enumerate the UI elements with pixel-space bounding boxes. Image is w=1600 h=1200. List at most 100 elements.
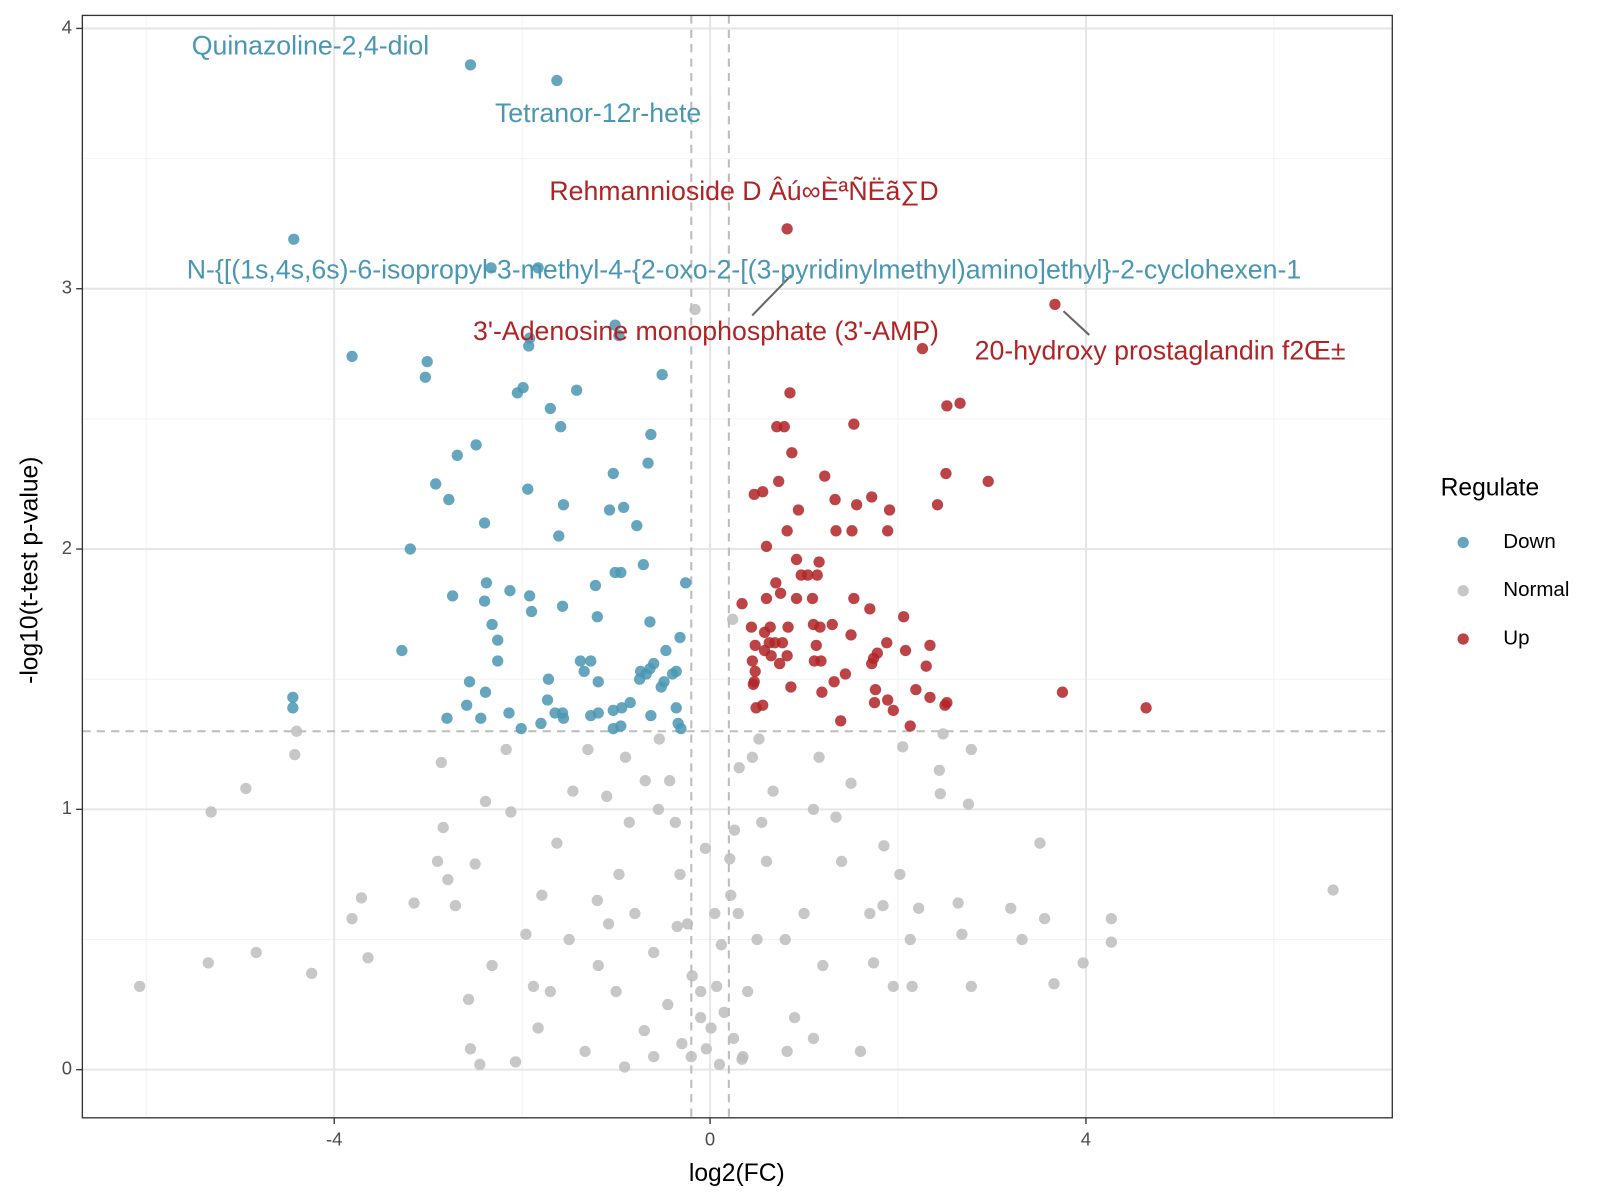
point [591,611,603,623]
y-tick-label: 0 [62,1058,72,1079]
point [478,595,491,607]
point [733,762,745,774]
point [570,384,583,396]
point [965,980,977,993]
point [813,751,825,763]
point [624,696,636,709]
legend-title: Regulate [1441,475,1540,502]
point [924,639,936,652]
grid [82,15,1393,1118]
point [881,637,893,649]
point [676,1037,688,1050]
point [662,998,674,1011]
legend-swatch [1457,536,1469,549]
point [829,493,841,506]
point [727,1032,740,1045]
point [778,421,790,433]
point [686,970,698,982]
point [982,475,994,488]
point [736,598,748,610]
point [592,959,604,972]
point [814,621,826,633]
point [813,556,825,568]
point [904,720,916,732]
point [503,707,515,719]
x-tick-label: 4 [1081,1128,1091,1149]
point [669,816,681,829]
point [933,764,946,776]
point [544,402,556,415]
point [479,686,492,698]
point [939,699,951,711]
point [711,980,723,993]
point [746,751,759,763]
point [725,889,737,901]
point [461,699,473,711]
point [815,655,827,667]
point [788,1011,801,1024]
point [419,371,432,383]
y-tick-label: 3 [62,277,72,298]
point [629,907,641,920]
point [535,717,547,730]
point [617,501,630,514]
point [883,504,896,516]
point [202,957,214,969]
point [287,702,299,714]
point [751,933,763,946]
point [695,1011,707,1024]
point [462,993,475,1006]
y-tick-label: 4 [62,16,72,37]
point [421,355,433,368]
point [899,644,912,657]
point [553,530,565,542]
point [866,491,878,503]
point [898,611,910,623]
point [451,449,463,461]
y-axis-title: -log10(t-test p-value) [17,457,44,684]
point [887,704,899,717]
point [864,907,876,920]
point [1034,837,1046,849]
point [610,985,622,998]
point [638,1024,650,1037]
point [431,855,444,868]
point [934,788,946,800]
point [603,504,616,516]
point [1056,686,1069,698]
point [724,853,736,865]
point [464,59,477,71]
annotation: Tetranor-12r-hete [495,98,701,128]
point [523,340,535,352]
point [542,673,555,685]
point [362,952,374,964]
point [578,665,590,678]
point [937,728,949,740]
point [718,1006,730,1019]
point [760,592,773,605]
point [475,712,487,724]
point [845,629,857,641]
point [749,639,761,652]
point [774,587,787,599]
point [509,1056,522,1068]
point [505,806,517,818]
point [589,579,602,592]
legend-swatch [1457,585,1469,597]
point [674,631,686,644]
point [906,980,918,993]
point [601,790,613,802]
point [585,709,597,722]
point [527,980,540,993]
point [726,613,739,625]
point [868,696,881,709]
point [656,368,668,381]
point [732,907,744,920]
point [607,467,619,480]
point [798,907,810,920]
point [709,907,721,920]
point [864,603,876,615]
point [469,858,481,870]
point [464,1043,477,1055]
point [664,775,676,787]
